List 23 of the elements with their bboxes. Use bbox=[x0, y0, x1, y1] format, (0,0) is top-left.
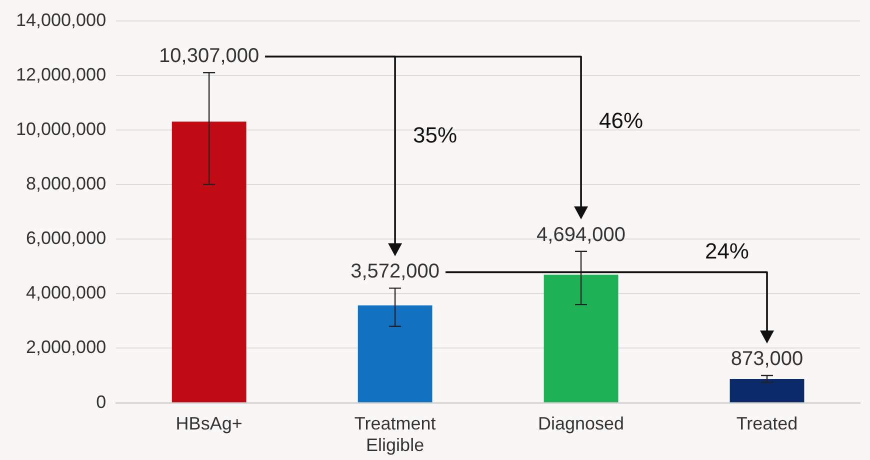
y-tick-label: 4,000,000 bbox=[26, 282, 106, 303]
annotation: 24% bbox=[704, 238, 750, 264]
y-tick-label: 14,000,000 bbox=[16, 10, 106, 30]
y-tick-label: 6,000,000 bbox=[26, 228, 106, 248]
annotation: 35% bbox=[413, 122, 458, 148]
data-label: 873,000 bbox=[730, 348, 804, 370]
data-label: 3,572,000 bbox=[350, 260, 440, 283]
y-tick-label: 8,000,000 bbox=[26, 173, 106, 194]
bar bbox=[358, 305, 432, 402]
x-tick-label: Treatment Eligible bbox=[354, 414, 436, 456]
y-tick-label: 0 bbox=[96, 392, 106, 412]
data-label: 10,307,000 bbox=[159, 45, 260, 68]
y-tick-label: 12,000,000 bbox=[16, 64, 106, 84]
bar bbox=[730, 378, 804, 402]
x-tick-label: HBsAg+ bbox=[176, 414, 242, 434]
x-tick-label: Treated bbox=[736, 414, 798, 434]
data-label: 4,694,000 bbox=[536, 224, 626, 246]
bar bbox=[544, 274, 618, 402]
x-tick-label: Diagnosed bbox=[538, 414, 624, 434]
y-tick-label: 2,000,000 bbox=[26, 337, 106, 358]
y-tick-label: 10,000,000 bbox=[16, 118, 106, 139]
bar bbox=[172, 122, 246, 402]
annotation: 46% bbox=[599, 108, 644, 133]
